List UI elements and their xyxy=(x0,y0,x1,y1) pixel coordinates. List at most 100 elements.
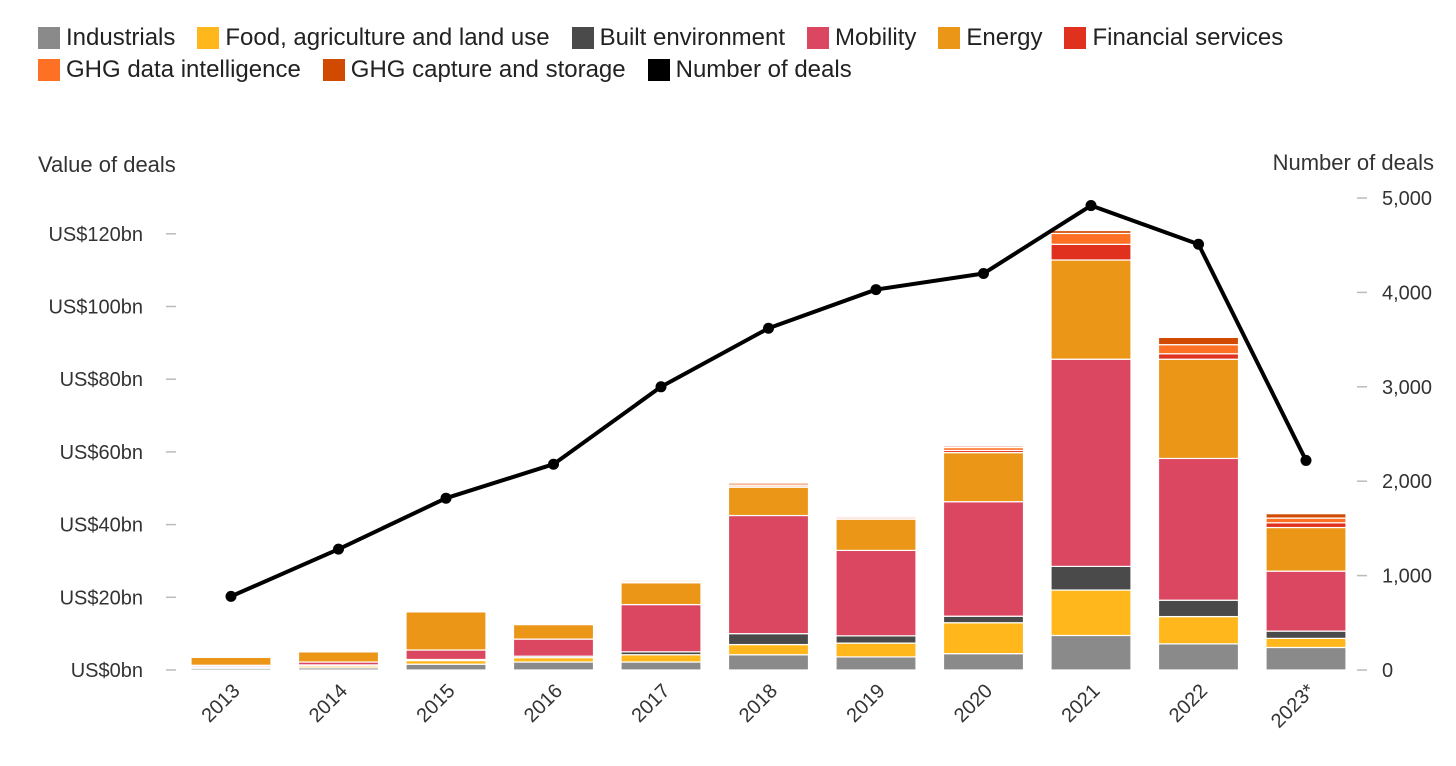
right-tick-label: 1,000 xyxy=(1382,566,1432,588)
legend-item-ghg-capture-and-storage: GHG capture and storage xyxy=(322,56,626,84)
bar-segment-food-agriculture-and-land-use xyxy=(835,642,917,658)
bar-segment-ghg-data-intelligence xyxy=(1157,344,1240,355)
legend-item-industrials: Industrials xyxy=(38,24,175,52)
deals-point xyxy=(763,322,774,334)
left-axis: US$0bn US$20bn US$40bn US$60bn US$80bn US$100… xyxy=(48,224,176,682)
x-tick-label: 2013 xyxy=(198,680,245,727)
bar-stack-2016 xyxy=(512,622,595,671)
x-tick-label: 2018 xyxy=(735,680,782,727)
legend-label: GHG capture and storage xyxy=(350,56,626,83)
bar-segment-food-agriculture-and-land-use xyxy=(512,657,595,663)
legend-label: Number of deals xyxy=(675,56,852,83)
deals-point xyxy=(1193,238,1204,250)
bar-stack-2020 xyxy=(942,445,1025,671)
x-tick-label: 2023* xyxy=(1267,680,1320,733)
right-tick-label: 0 xyxy=(1382,660,1393,682)
bar-segment-energy xyxy=(727,486,810,517)
bar-segment-built-environment xyxy=(727,633,810,646)
x-tick-label: 2021 xyxy=(1058,680,1105,727)
legend-row: GHG data intelligence GHG capture and sto… xyxy=(38,54,1438,86)
bar-segment-mobility xyxy=(942,501,1025,617)
bar-segment-ghg-capture-and-storage xyxy=(1157,336,1240,346)
legend-row: Industrials Food, agriculture and land us… xyxy=(38,22,1438,54)
bar-segment-energy xyxy=(190,656,272,666)
bar-segment-industrials xyxy=(620,661,702,671)
bar-stack-2021 xyxy=(1050,229,1132,671)
bar-segment-industrials xyxy=(942,653,1025,671)
bar-segment-mobility xyxy=(835,549,917,637)
bar-segment-mobility xyxy=(512,638,595,657)
bar-segment-financial-services xyxy=(1265,522,1347,529)
legend-item-energy: Energy xyxy=(938,24,1042,52)
bar-segment-energy xyxy=(620,582,702,606)
bar-segment-ghg-capture-and-storage xyxy=(835,514,917,517)
bar-segment-industrials xyxy=(1265,646,1347,671)
bar-stack-2019 xyxy=(835,514,917,671)
bar-segment-energy xyxy=(297,651,380,663)
bar-segment-food-agriculture-and-land-use xyxy=(620,654,702,663)
bar-segment-mobility xyxy=(727,514,810,635)
left-tick-label: US$0bn xyxy=(71,660,143,682)
bar-segment-food-agriculture-and-land-use xyxy=(1050,589,1132,637)
deals-point xyxy=(225,590,237,602)
legend-label: Industrials xyxy=(66,24,176,51)
chart-legend: Industrials Food, agriculture and land us… xyxy=(38,22,1438,86)
bar-segment-mobility xyxy=(1050,358,1132,568)
bar-segment-food-agriculture-and-land-use xyxy=(942,622,1025,655)
deals-point xyxy=(978,268,989,280)
left-tick-label: US$120bn xyxy=(48,224,143,246)
legend-swatch xyxy=(938,27,961,49)
legend-item-ghg-data-intelligence: GHG data intelligence xyxy=(38,56,301,84)
bar-segment-energy xyxy=(1157,358,1240,460)
legend-swatch xyxy=(322,59,345,81)
bar-segment-built-environment xyxy=(1050,565,1132,591)
bar-segment-food-agriculture-and-land-use xyxy=(727,643,810,656)
right-tick-label: 2,000 xyxy=(1382,471,1432,493)
deals-line-group xyxy=(225,200,1312,602)
x-tick-label: 2019 xyxy=(843,680,890,727)
bar-segment-industrials xyxy=(512,661,595,671)
legend-swatch xyxy=(571,27,594,49)
bar-segment-mobility xyxy=(1157,457,1240,601)
bar-segment-mobility xyxy=(620,603,702,653)
x-axis: 2013 2014 2015 2016 2017 2018 2019 2020 2021 2022… xyxy=(198,680,1320,733)
left-tick-label: US$100bn xyxy=(48,297,143,319)
legend-item-food-agriculture-and-land-use: Food, agriculture and land use xyxy=(197,24,550,52)
right-tick-label: 3,000 xyxy=(1382,377,1432,399)
legend-item-mobility: Mobility xyxy=(807,24,916,52)
deals-point xyxy=(1300,454,1312,466)
bar-segment-financial-services xyxy=(1157,353,1240,360)
x-tick-label: 2017 xyxy=(628,680,675,727)
deals-point xyxy=(870,284,882,296)
left-tick-label: US$80bn xyxy=(60,369,143,391)
bar-stack-2018 xyxy=(727,481,810,671)
right-tick-label: 5,000 xyxy=(1382,188,1432,210)
bar-stack-2015 xyxy=(405,609,487,671)
deals-point xyxy=(655,381,667,393)
bar-segment-financial-services xyxy=(1050,243,1132,261)
x-tick-label: 2020 xyxy=(950,680,997,727)
right-axis-title: Number of deals xyxy=(1273,150,1434,175)
bar-segment-built-environment xyxy=(1265,630,1347,639)
legend-label: Food, agriculture and land use xyxy=(225,24,550,51)
bar-segment-industrials xyxy=(405,663,487,671)
bar-segment-built-environment xyxy=(1157,599,1240,618)
legend-item-built-environment: Built environment xyxy=(571,24,785,52)
bar-segment-built-environment xyxy=(835,635,917,644)
legend-swatch xyxy=(38,59,60,81)
right-axis: 0 1,000 2,000 3,000 4,000 5,000 xyxy=(1357,188,1432,682)
right-tick-label: 4,000 xyxy=(1382,282,1432,304)
bar-segment-mobility xyxy=(1265,570,1347,632)
legend-label: Energy xyxy=(966,24,1043,51)
bar-segment-ghg-capture-and-storage xyxy=(942,445,1025,449)
deals-point xyxy=(333,543,344,555)
legend-swatch xyxy=(807,27,830,49)
legend-item-financial-services: Financial services xyxy=(1064,24,1283,52)
bar-segment-energy xyxy=(1265,526,1347,572)
left-axis-title: Value of deals xyxy=(38,152,176,177)
bar-segment-ghg-capture-and-storage xyxy=(620,578,702,581)
bar-stack-2023 xyxy=(1265,513,1347,671)
legend-label: Mobility xyxy=(835,24,917,51)
bar-stack-2014 xyxy=(297,649,380,671)
bar-segment-food-agriculture-and-land-use xyxy=(1265,637,1347,649)
